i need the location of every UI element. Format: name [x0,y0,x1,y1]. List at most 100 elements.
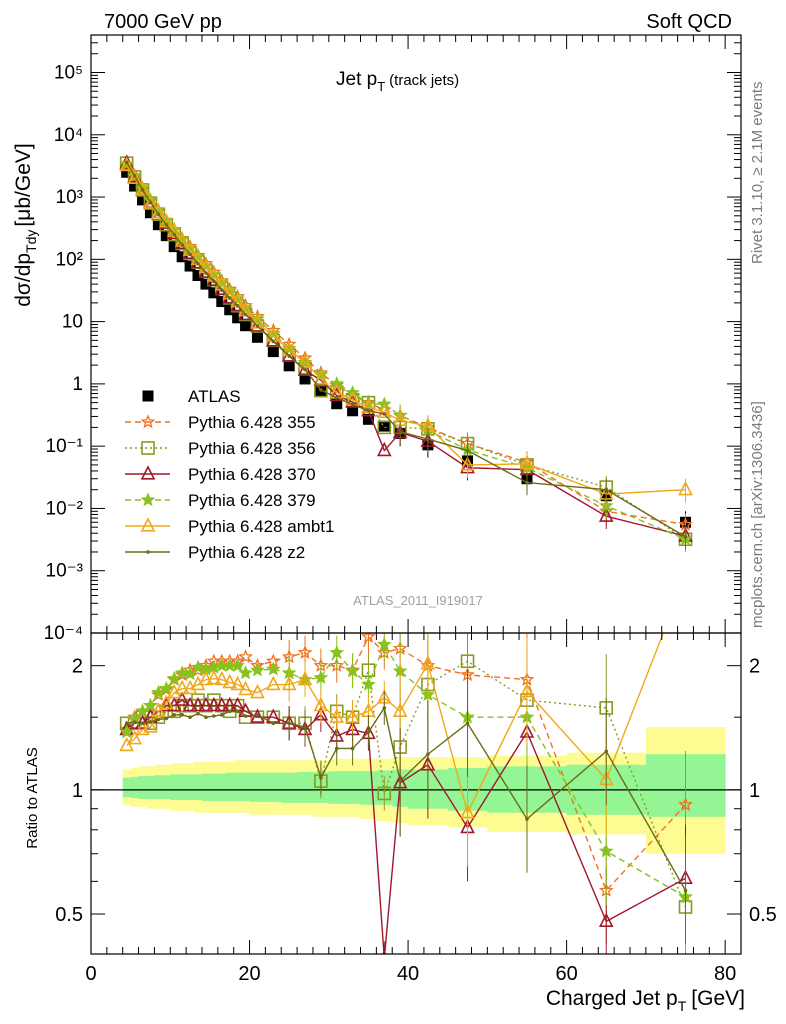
ratio-point [172,713,177,717]
uncertainty-band-stat [209,773,219,801]
ratio-point [250,662,265,677]
legend-label: Pythia 6.428 356 [188,439,316,458]
y-tick-label: 10⁻³ [46,561,84,582]
ratio-point [238,649,253,664]
ratio-point [174,665,190,680]
uncertainty-band-stat [225,772,235,801]
ratio-point [119,724,135,739]
data-point [164,222,169,227]
ratio-xlabel: Charged Jet pT [GeV] [546,987,745,1014]
legend-marker [142,390,154,402]
ratio-point [238,680,253,696]
uncertainty-band-stat [138,776,147,800]
ratio-plot: 0.5 0.51 12 20 20 40 60 80 [55,632,777,985]
data-point [176,251,188,263]
uncertainty-band-stat [146,776,155,800]
data-point [196,261,200,266]
ratio-point [235,709,240,714]
ratio-point [174,679,190,695]
data-point [251,331,263,343]
legend-marker [141,441,155,455]
data-point [297,361,313,377]
data-point [347,405,359,417]
uncertainty-band-stat [122,777,132,798]
y-tick-label: 10⁴ [54,125,83,146]
data-point [232,312,244,324]
ratio-point [366,730,371,734]
ratio-frame [90,632,742,955]
ratio-series-5 [124,669,688,945]
data-point [377,420,392,435]
ratio-point [250,683,265,699]
data-point [376,441,392,457]
ratio-point [156,717,161,722]
ratio-point [683,888,688,893]
uncertainty-band-stat [186,774,195,800]
ratio-point [206,696,222,712]
x-tick-label: 80 [714,963,736,985]
data-point [148,200,153,205]
ratio-y-tick-label: 0.5 [749,904,777,926]
data-point [168,241,180,253]
data-point [121,166,133,178]
data-point [283,360,295,372]
main-plot: 10⁻⁴ 10⁻³ 10⁻² 10⁻¹ 1 10 10² 10³ 10⁴ 10⁵ [44,34,742,644]
data-point [382,412,387,416]
ratio-ylabel: Ratio to ATLAS [24,747,41,848]
data-point [519,455,535,470]
uncertainty-band-stat [360,771,377,805]
series-6 [124,160,688,550]
chart-title: Jet pT (track jets) [336,69,459,94]
ratio-point [180,713,184,717]
data-point [172,232,177,237]
data-point [266,332,281,347]
uncertainty-band-stat [265,772,282,802]
data-point [319,388,323,392]
ratio-point [143,697,158,712]
ratio-y-tick-label: 2 [72,656,83,678]
data-point [235,303,240,308]
data-point [152,219,164,231]
ratio-point [158,680,174,695]
ratio-point [214,670,230,686]
data-point [460,456,475,471]
uncertainty-band-stat [297,771,314,803]
legend-marker [140,414,156,429]
ratio-y-tick-label: 1 [749,780,760,802]
legend-item: Pythia 6.428 355 [125,413,316,432]
ratio-y-tick-label: 0.5 [55,904,83,926]
ratio-point [196,711,200,716]
data-point [124,160,129,165]
ratio-point [119,736,134,752]
legend-label: Pythia 6.428 ambt1 [188,517,334,536]
ratio-point [297,644,313,659]
data-point [184,260,196,272]
ratio-point [132,720,137,724]
data-point [140,188,145,192]
watermark: ATLAS_2011_I919017 [353,593,483,608]
ratio-point [598,843,614,858]
uncertainty-band-stat [344,771,362,804]
ratio-point [281,675,297,691]
ratio-point [519,682,535,698]
uncertainty-band-stat [154,775,163,800]
data-point [297,353,313,369]
legend-label: Pythia 6.428 355 [188,413,316,432]
legend-label: ATLAS [188,387,241,406]
x-tick-label: 40 [397,963,419,985]
x-tick-label: 60 [555,963,577,985]
data-point [137,194,149,206]
ratio-point [350,746,355,751]
ratio-point [604,749,609,754]
legend-label: Pythia 6.428 370 [188,465,316,484]
ratio-point [255,713,260,717]
data-point [303,367,307,372]
ratio-point [230,675,245,691]
x-tick-label: 0 [85,963,96,985]
data-point [143,194,158,209]
y-tick-label: 10⁵ [54,62,83,83]
data-point [250,314,265,329]
ratio-point [297,670,313,686]
y-tick-label: 10² [56,249,83,270]
